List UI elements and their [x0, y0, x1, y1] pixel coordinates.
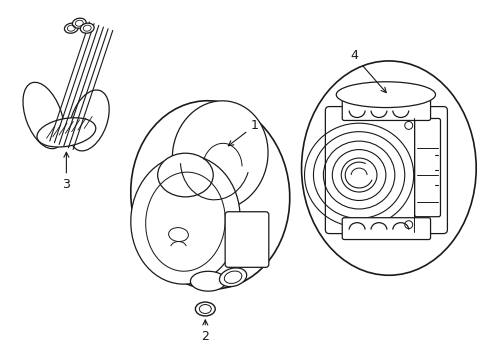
Text: 2: 2 — [201, 320, 209, 343]
FancyBboxPatch shape — [342, 218, 429, 239]
FancyBboxPatch shape — [414, 118, 440, 217]
Ellipse shape — [195, 302, 215, 316]
Text: 4: 4 — [349, 49, 386, 93]
Ellipse shape — [69, 90, 109, 151]
Ellipse shape — [219, 268, 246, 287]
Ellipse shape — [130, 101, 289, 289]
Ellipse shape — [130, 155, 240, 284]
Ellipse shape — [336, 82, 435, 108]
Ellipse shape — [190, 271, 225, 291]
Text: 3: 3 — [62, 152, 70, 192]
Ellipse shape — [301, 61, 475, 275]
Ellipse shape — [37, 118, 96, 147]
Ellipse shape — [157, 153, 213, 197]
FancyBboxPatch shape — [342, 99, 429, 121]
Ellipse shape — [72, 18, 86, 28]
Ellipse shape — [80, 23, 94, 33]
Ellipse shape — [172, 101, 267, 210]
FancyBboxPatch shape — [224, 212, 268, 267]
FancyBboxPatch shape — [325, 107, 447, 234]
Text: 1: 1 — [228, 119, 258, 146]
Ellipse shape — [23, 82, 64, 149]
Ellipse shape — [64, 23, 78, 33]
